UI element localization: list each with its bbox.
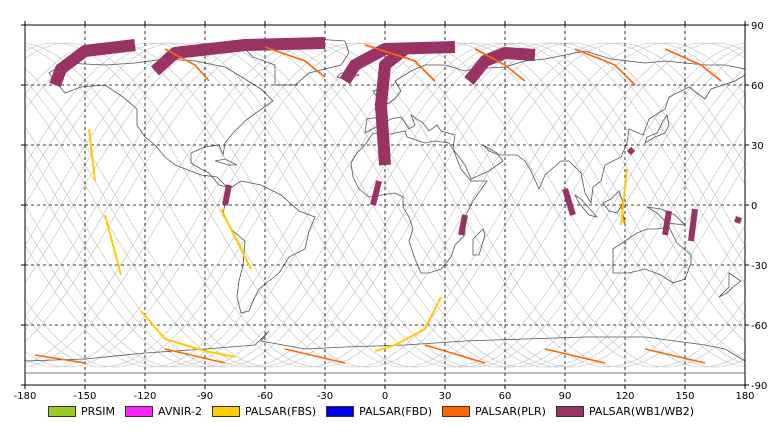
lat-tick-label: -60: [751, 321, 767, 332]
plr-track: [474, 48, 526, 82]
lat-tick-label: 30: [751, 141, 764, 152]
fbs-track: [104, 214, 122, 276]
plr-track: [34, 354, 86, 364]
legend-swatch: [48, 405, 76, 417]
lat-tick-label: 90: [751, 21, 764, 32]
coast-madagascar: [472, 228, 486, 256]
coast-greenland: [244, 38, 350, 86]
legend-item: PRSIM: [48, 405, 115, 418]
plr-track: [424, 344, 486, 364]
plr-track: [284, 348, 346, 364]
coast-japan: [644, 113, 670, 144]
lon-tick-label: -180: [14, 391, 37, 402]
wb-swath: [562, 188, 576, 216]
lon-tick-label: -150: [74, 391, 97, 402]
plr-track: [164, 348, 226, 364]
lat-tick-label: -90: [751, 381, 767, 392]
coast-north-america: [48, 58, 274, 188]
plr-track: [644, 348, 706, 364]
legend-swatch: [125, 405, 153, 417]
lon-tick-label: 180: [735, 391, 754, 402]
axis-ticks: -180 -150 -120 -90 -60 -30 0 30 60 90 120 150 180 90 6…: [14, 21, 767, 402]
wb-swath: [662, 210, 672, 236]
legend-swatch: [555, 405, 584, 417]
lon-tick-label: 60: [499, 391, 512, 402]
fbs-track: [220, 208, 252, 270]
coast-sumatra: [573, 193, 599, 218]
wb-swath: [49, 39, 136, 88]
wb-swath: [734, 216, 742, 224]
lon-tick-label: 30: [439, 391, 452, 402]
observation-swaths: [34, 37, 742, 364]
plr-track: [264, 46, 326, 78]
fbs-track: [620, 168, 628, 226]
lon-tick-label: -30: [317, 391, 333, 402]
plr-track: [364, 44, 436, 82]
legend-item: PALSAR(PLR): [442, 405, 546, 418]
legend-swatch: [326, 405, 355, 417]
lat-tick-label: 60: [751, 81, 764, 92]
wb-swath: [626, 146, 636, 156]
lon-tick-label: 90: [559, 391, 572, 402]
fbs-track: [374, 296, 442, 352]
plr-track: [664, 48, 722, 82]
wb-swath: [339, 41, 456, 85]
legend-item: PALSAR(FBD): [326, 405, 432, 418]
plr-track: [544, 348, 606, 364]
lat-tick-label: -30: [751, 261, 767, 272]
lon-tick-label: 120: [615, 391, 634, 402]
plr-track: [164, 48, 210, 82]
coast-africa: [350, 130, 488, 274]
coast-antarctica: [24, 330, 746, 374]
fbs-track: [140, 310, 236, 358]
wb-swath: [222, 184, 232, 206]
legend-item: AVNIR-2: [125, 405, 202, 418]
lon-tick-label: 0: [382, 391, 388, 402]
wb-swath: [464, 47, 536, 85]
legend-item: PALSAR(FBS): [211, 404, 317, 418]
coast-new-zealand: [718, 272, 742, 298]
legend-label: PALSAR(FBS): [244, 404, 317, 418]
wb-swath: [458, 214, 468, 236]
wb-swath: [688, 208, 698, 242]
wb-swath: [375, 44, 409, 166]
wb-swath: [150, 37, 326, 76]
lon-tick-label: -120: [134, 391, 157, 402]
coast-eurasia: [364, 50, 746, 205]
lon-tick-label: -90: [197, 391, 213, 402]
legend: PRSIM AVNIR-2 PALSAR(FBS) PALSAR(FBD) PALSAR…: [48, 402, 704, 420]
lon-tick-label: 150: [675, 391, 694, 402]
coast-australia: [612, 226, 692, 284]
coast-borneo: [602, 190, 624, 214]
legend-label: PALSAR(FBD): [359, 404, 433, 418]
legend-label: AVNIR-2: [158, 404, 202, 418]
legend-label: PALSAR(PLR): [475, 404, 546, 418]
plr-track: [574, 48, 636, 86]
legend-item: PALSAR(WB1/WB2): [555, 404, 695, 418]
legend-label: PALSAR(WB1/WB2): [588, 404, 695, 418]
coast-cuba: [214, 158, 238, 166]
fbs-track: [88, 128, 96, 182]
lat-tick-label: 0: [751, 201, 757, 212]
lon-tick-label: -60: [257, 391, 273, 402]
legend-label: PRSIM: [81, 404, 115, 418]
legend-swatch: [442, 405, 471, 417]
coast-south-america: [222, 180, 316, 314]
wb-swath: [370, 180, 382, 206]
legend-swatch: [211, 405, 240, 417]
